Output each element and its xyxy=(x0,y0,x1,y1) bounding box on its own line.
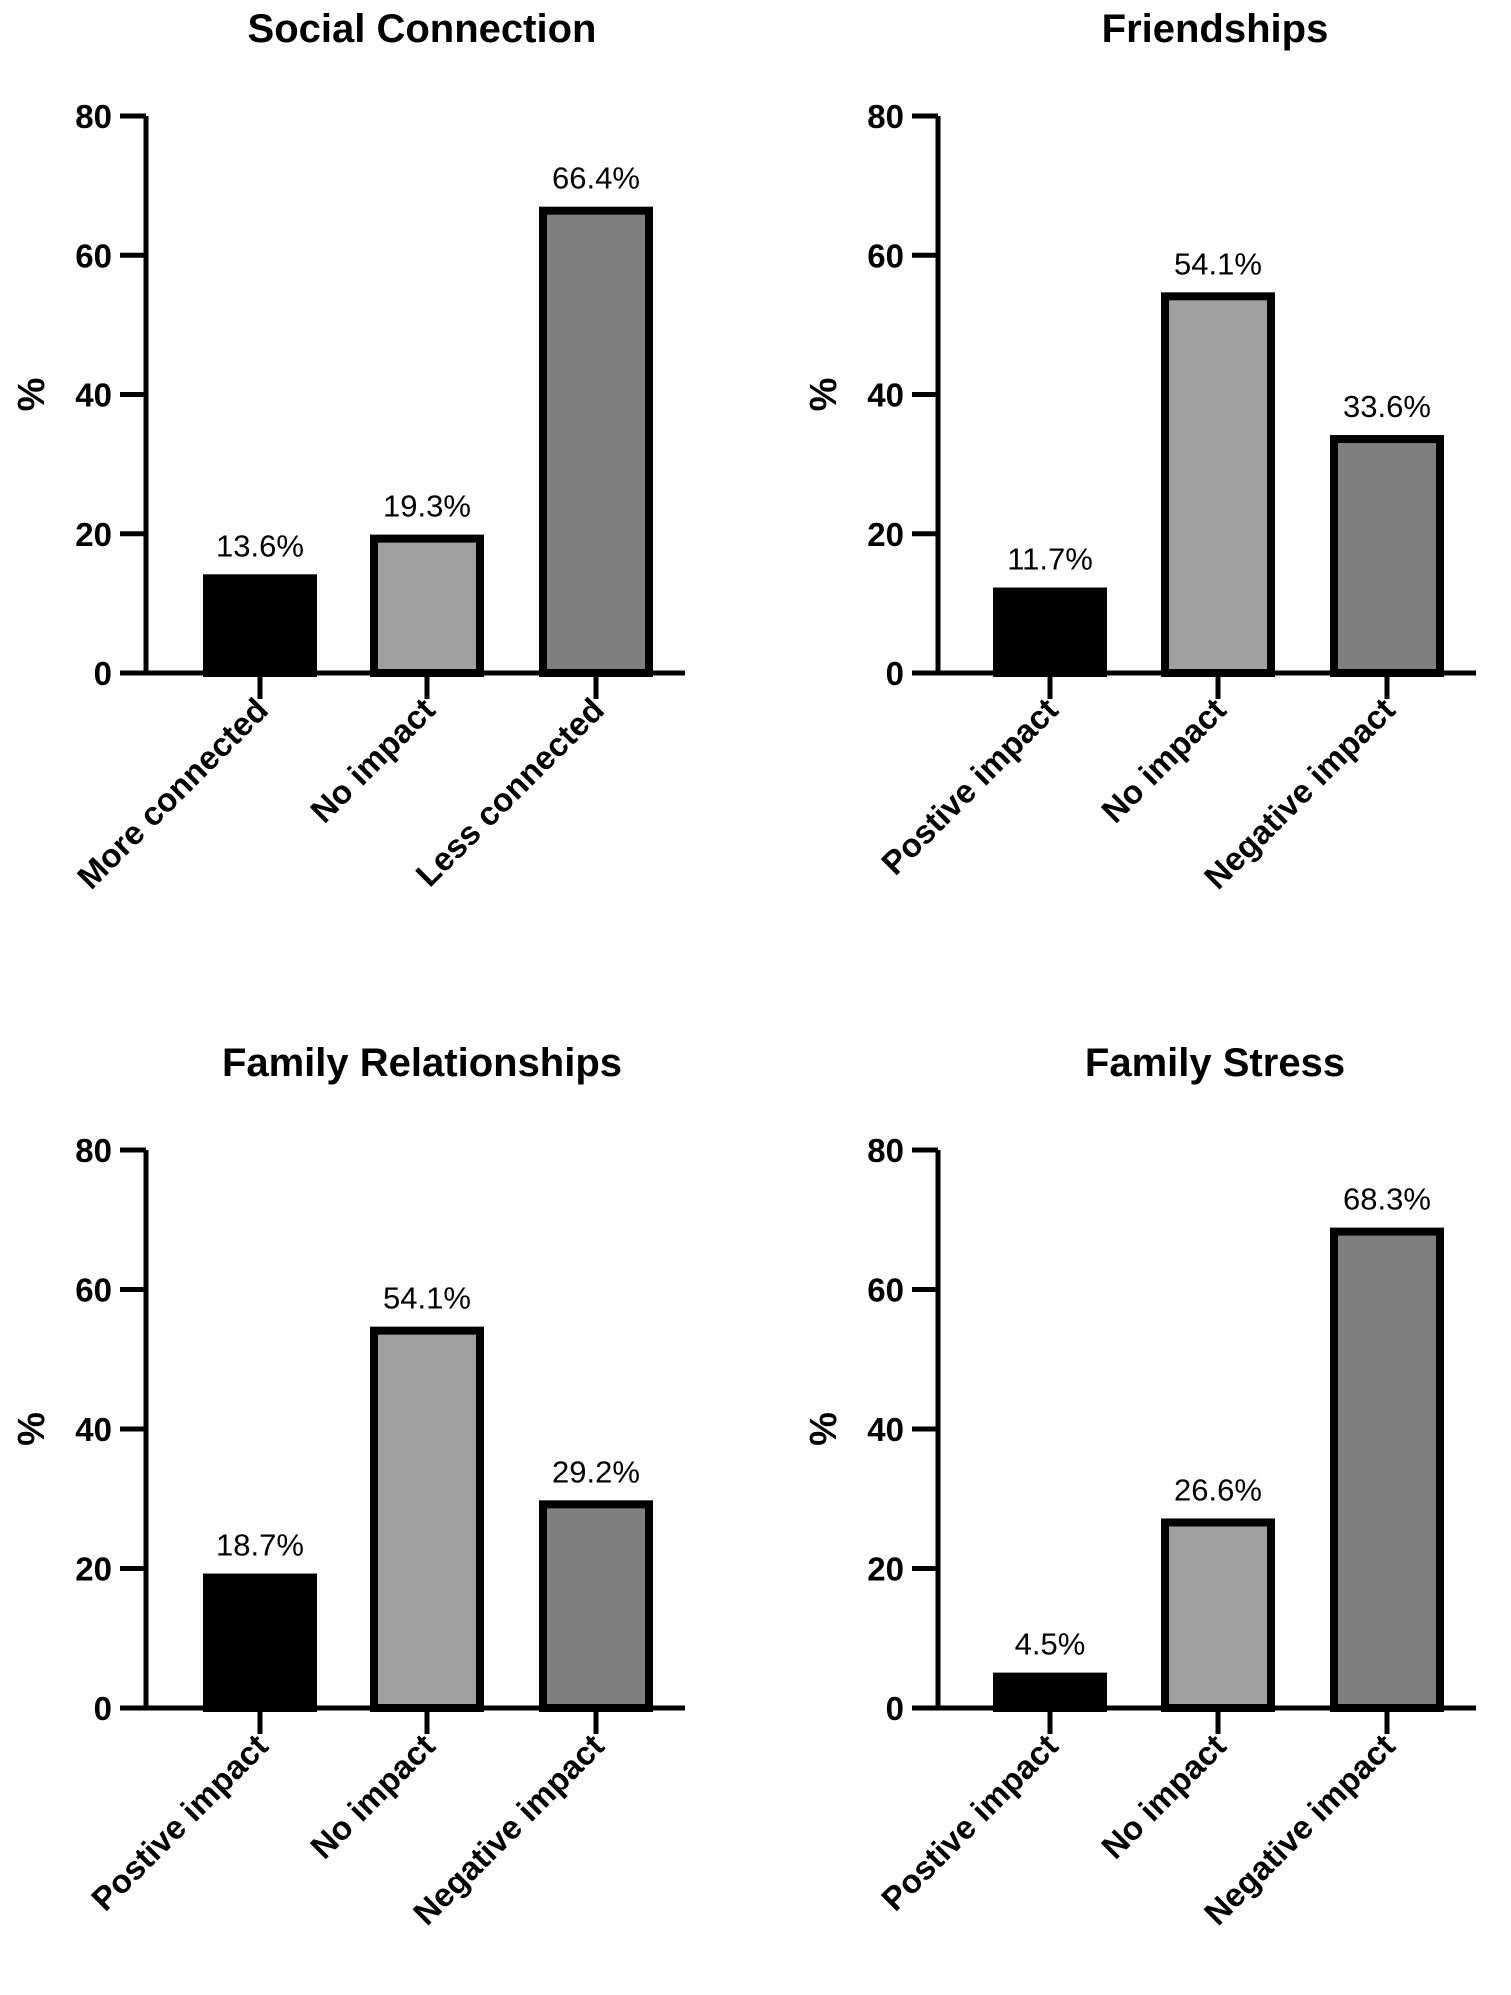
data-label: 33.6% xyxy=(1343,389,1431,424)
chart-panel-2: Friendships% 0 20 40 60 80 11.7% Postive impact… xyxy=(803,7,1476,896)
y-tick-label: 80 xyxy=(867,1132,904,1169)
data-label: 68.3% xyxy=(1343,1182,1431,1217)
bar-3 xyxy=(539,206,653,677)
data-label: 29.2% xyxy=(552,1454,640,1489)
chart-panel-1: Social Connection% 0 20 40 60 80 13.6% More con… xyxy=(11,7,685,896)
x-tick-label: No impact xyxy=(1094,1727,1233,1866)
x-tick-label: Postive impact xyxy=(874,1727,1065,1918)
bar-2 xyxy=(1161,1518,1275,1712)
chart-title: Family Relationships xyxy=(222,1041,622,1085)
y-axis-label: % xyxy=(11,1412,53,1446)
bar-1 xyxy=(993,587,1107,678)
chart-panel-3: Family Relationships% 0 20 40 60 80 18.7% Posti… xyxy=(11,1041,685,1932)
y-tick-label: 0 xyxy=(94,1690,112,1727)
y-tick-label: 40 xyxy=(75,1411,112,1448)
x-tick-label: Postive impact xyxy=(84,1727,275,1918)
y-tick-label: 80 xyxy=(75,1132,112,1169)
bar-1 xyxy=(203,574,317,677)
y-tick-label: 0 xyxy=(886,655,904,692)
x-tick-label: No impact xyxy=(303,1727,442,1866)
data-label: 54.1% xyxy=(383,1281,471,1316)
y-tick-label: 60 xyxy=(867,237,904,274)
y-tick-label: 60 xyxy=(75,237,112,274)
chart-panel-4: Family Stress% 0 20 40 60 80 4.5% Postive impac… xyxy=(803,1041,1476,1932)
bar-2 xyxy=(370,534,484,678)
chart-title: Family Stress xyxy=(1085,1041,1345,1085)
bar-3 xyxy=(1330,1227,1444,1713)
x-tick-label: No impact xyxy=(303,691,442,830)
data-label: 26.6% xyxy=(1174,1472,1262,1507)
bar-2 xyxy=(1161,292,1275,677)
x-tick-label: Less connected xyxy=(408,691,611,894)
data-label: 19.3% xyxy=(383,489,471,524)
bar-3 xyxy=(1330,435,1444,677)
bar-1 xyxy=(993,1672,1107,1713)
x-tick-label: Postive impact xyxy=(874,691,1065,882)
x-tick-label: More connected xyxy=(70,691,275,896)
x-tick-label: No impact xyxy=(1094,691,1233,830)
y-tick-label: 20 xyxy=(75,1551,112,1588)
bar-1 xyxy=(203,1573,317,1712)
data-label: 66.4% xyxy=(552,161,640,196)
data-label: 11.7% xyxy=(1007,542,1093,577)
y-axis-label: % xyxy=(803,378,845,412)
y-tick-label: 0 xyxy=(94,655,112,692)
y-tick-label: 0 xyxy=(886,1690,904,1727)
data-label: 13.6% xyxy=(216,528,304,563)
y-tick-label: 60 xyxy=(867,1272,904,1309)
y-tick-label: 60 xyxy=(75,1272,112,1309)
y-tick-label: 20 xyxy=(75,516,112,553)
data-label: 54.1% xyxy=(1174,246,1262,281)
y-tick-label: 20 xyxy=(867,516,904,553)
bar-3 xyxy=(539,1500,653,1712)
y-tick-label: 80 xyxy=(75,98,112,135)
y-tick-label: 20 xyxy=(867,1551,904,1588)
bar-2 xyxy=(370,1326,484,1712)
y-tick-label: 40 xyxy=(867,1411,904,1448)
data-label: 4.5% xyxy=(1015,1627,1086,1662)
data-label: 18.7% xyxy=(216,1528,304,1563)
y-tick-label: 80 xyxy=(867,98,904,135)
y-tick-label: 40 xyxy=(75,377,112,414)
y-axis-label: % xyxy=(803,1412,845,1446)
chart-title: Social Connection xyxy=(248,7,597,51)
chart-title: Friendships xyxy=(1102,7,1329,51)
y-tick-label: 40 xyxy=(867,377,904,414)
y-axis-label: % xyxy=(11,378,53,412)
